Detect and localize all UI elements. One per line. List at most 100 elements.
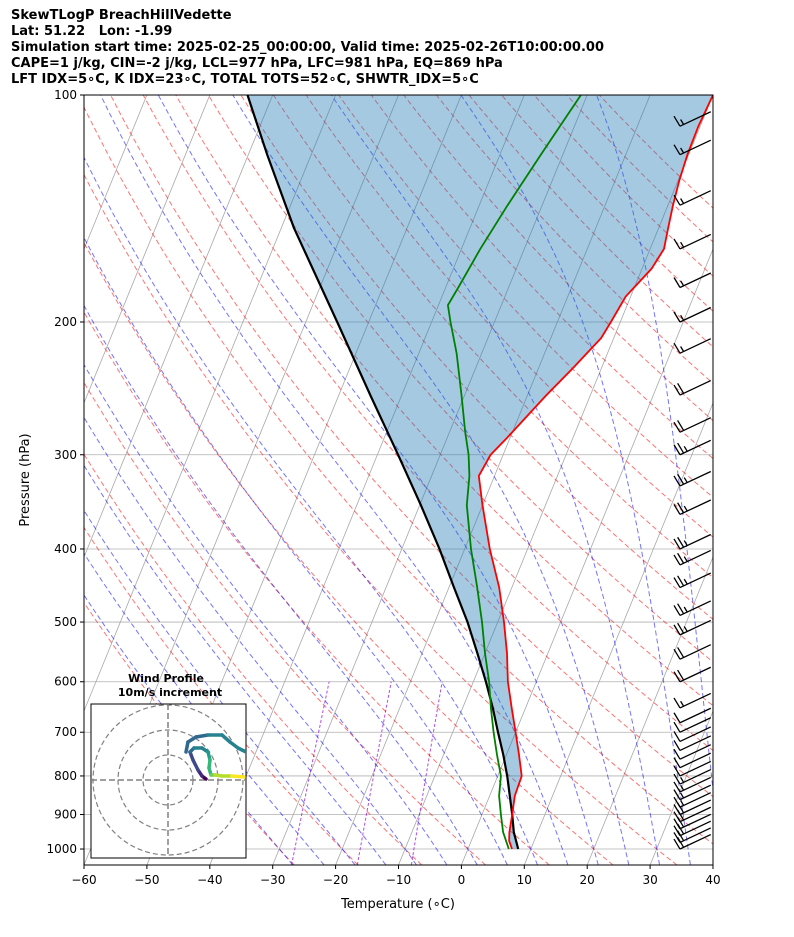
- wind-barb-feather: [673, 671, 681, 683]
- wind-barb-shaft: [679, 833, 712, 850]
- wind-barb-feather: [673, 144, 681, 156]
- wind-barb-feather: [677, 552, 685, 564]
- x-tick-label: 20: [580, 873, 595, 887]
- moist-adiabat: [460, 95, 691, 865]
- wind-barb: [673, 272, 712, 289]
- wind-barb-feather: [677, 575, 685, 587]
- x-tick-label: 30: [642, 873, 657, 887]
- header-block: SkewTLogP BreachHillVedette Lat: 51.22 L…: [11, 8, 604, 88]
- wind-barb-shaft: [679, 799, 712, 816]
- dry-adiabat: [110, 95, 713, 798]
- wind-barb-feather: [677, 420, 685, 431]
- wind-barb-shaft: [679, 572, 712, 589]
- wind-barb-half-feather: [680, 241, 685, 248]
- x-axis-label: Temperature (∘C): [340, 897, 455, 912]
- wind-barb: [673, 499, 712, 516]
- wind-barb-shaft: [679, 439, 712, 456]
- wind-barb: [673, 666, 712, 683]
- wind-barb: [673, 572, 712, 589]
- moist-adiabat: [232, 95, 630, 865]
- wind-barb-feather: [677, 603, 685, 615]
- wind-barb: [673, 792, 712, 808]
- wind-barb-feather: [673, 804, 681, 815]
- wind-barb-feather: [673, 577, 681, 588]
- wind-barb-half-feather: [680, 800, 685, 806]
- wind-barb-shaft: [679, 692, 712, 709]
- dry-adiabat: [305, 95, 713, 538]
- dry-adiabat: [566, 95, 713, 243]
- wind-barb-shaft: [679, 666, 712, 683]
- wind-barb-feather: [673, 311, 681, 323]
- wind-barb: [673, 717, 712, 733]
- wind-barb: [673, 760, 712, 777]
- wind-barb: [673, 784, 712, 801]
- wind-barb: [673, 417, 712, 433]
- wind-barb: [673, 139, 712, 156]
- wind-barb: [673, 470, 712, 487]
- wind-barb-feather: [673, 554, 681, 566]
- isotherm: [84, 95, 211, 405]
- wind-barb-shaft: [679, 760, 712, 777]
- background-lines: [84, 95, 713, 865]
- wind-profile-inset: Wind Profile 10m/s increment: [90, 672, 247, 859]
- wind-barb-half-feather: [680, 700, 685, 707]
- wind-barb: [673, 644, 712, 660]
- y-tick-label: 100: [54, 88, 77, 102]
- wind-barb-shaft: [679, 744, 712, 760]
- y-tick-label: 400: [54, 542, 77, 556]
- wind-barb-feather: [673, 238, 681, 250]
- wind-barb: [673, 619, 712, 636]
- wind-barb: [673, 692, 712, 709]
- wind-barb-shaft: [679, 417, 712, 433]
- wind-barb-half-feather: [683, 477, 688, 483]
- y-tick-label: 300: [54, 448, 77, 462]
- dry-adiabat: [142, 95, 713, 752]
- cape-line: CAPE=1 j/kg, CIN=-2 j/kg, LCL=977 hPa, L…: [11, 56, 503, 71]
- y-tick-label: 500: [54, 615, 77, 629]
- wind-barb-feather: [673, 818, 681, 830]
- wind-barb-half-feather: [683, 505, 688, 512]
- dry-adiabat: [84, 106, 713, 845]
- wind-barb-half-feather: [680, 784, 685, 791]
- wind-barb-feather: [677, 502, 685, 514]
- index-line: LFT IDX=5∘C, K IDX=23∘C, TOTAL TOTS=52∘C…: [11, 72, 479, 87]
- y-tick-label: 700: [54, 725, 77, 739]
- isotherm: [586, 555, 713, 865]
- isotherm: [84, 95, 274, 559]
- wind-barb-feather: [673, 832, 681, 843]
- wind-barb-shaft: [679, 533, 712, 550]
- wind-barb-shaft: [679, 806, 712, 823]
- wind-barb: [673, 707, 712, 724]
- wind-barb-shaft: [679, 272, 712, 289]
- mixing-ratio-line: [356, 681, 392, 865]
- wind-barb: [673, 726, 712, 743]
- wind-barb-half-feather: [683, 540, 688, 546]
- wind-barb-feather: [673, 811, 681, 823]
- wind-barb-shaft: [679, 233, 712, 250]
- wind-barb-shaft: [679, 499, 712, 516]
- y-axis-label: Pressure (hPa): [18, 433, 33, 526]
- wind-barb-half-feather: [680, 119, 685, 125]
- wind-barb-half-feather: [680, 147, 685, 154]
- wind-barb: [673, 752, 712, 769]
- isotherm: [461, 247, 713, 865]
- isotherm: [84, 95, 148, 251]
- y-tick-label: 800: [54, 769, 77, 783]
- dry-adiabat: [175, 95, 713, 707]
- wind-barb: [673, 338, 712, 354]
- wind-barb-half-feather: [680, 792, 685, 799]
- wind-barb-half-feather: [683, 606, 688, 613]
- x-tick-label: 0: [458, 873, 466, 887]
- wind-barb-feather: [673, 773, 681, 785]
- wind-barb-feather: [677, 536, 685, 548]
- x-tick-label: 40: [705, 873, 720, 887]
- wind-barb-feather: [673, 504, 681, 515]
- inset-subtitle: 10m/s increment: [118, 686, 222, 699]
- wind-barb-feather: [673, 605, 681, 616]
- wind-barb-half-feather: [680, 776, 685, 783]
- wind-barb-feather: [673, 781, 681, 793]
- moist-adiabat: [84, 156, 539, 865]
- wind-barb-half-feather: [683, 446, 688, 452]
- wind-barb-shaft: [679, 644, 712, 660]
- wind-barb-feather: [673, 796, 681, 808]
